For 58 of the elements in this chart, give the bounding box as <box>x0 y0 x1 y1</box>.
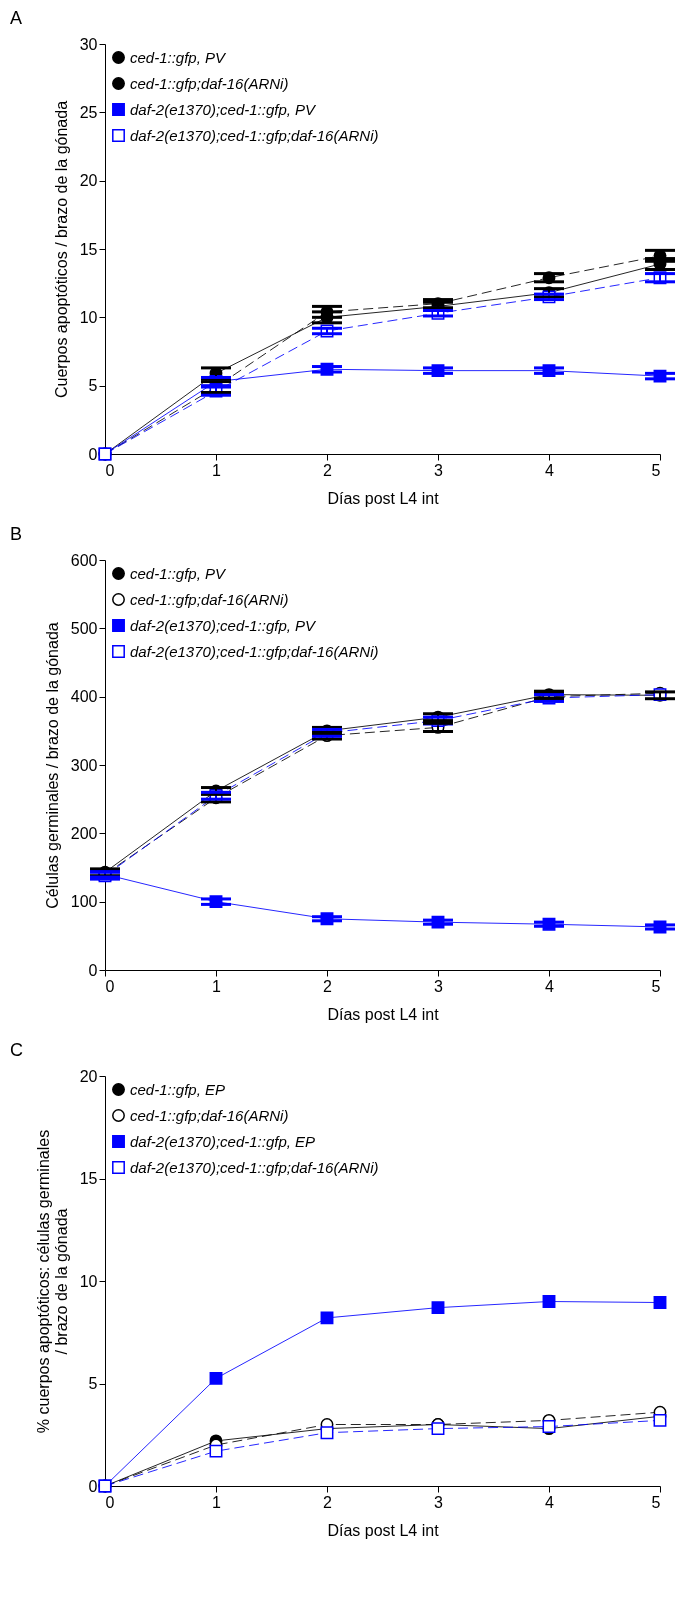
x-tick-label: 1 <box>212 1493 222 1511</box>
y-tick-label: 500 <box>70 619 98 637</box>
y-axis-title: Cuerpos apoptóticos / brazo de la gónada <box>52 100 70 399</box>
legend-label: daf-2(e1370);ced-1::gfp, PV <box>130 616 318 634</box>
x-tick-label: 3 <box>434 977 444 995</box>
y-tick-label: 300 <box>70 756 98 774</box>
x-axis-title: Días post L4 int <box>327 489 440 507</box>
x-tick-label: 0 <box>105 977 115 995</box>
y-tick-label: 0 <box>88 961 98 979</box>
y-tick-label: 0 <box>88 445 98 463</box>
x-tick-label: 2 <box>323 1493 333 1511</box>
chart-title: C <box>10 1040 23 1060</box>
x-tick-label: 3 <box>434 1493 444 1511</box>
y-tick-label: 15 <box>79 240 98 258</box>
x-tick-label: 1 <box>212 977 222 995</box>
x-tick-label: 2 <box>323 977 333 995</box>
y-tick-label: 5 <box>88 1375 98 1392</box>
y-tick-label: 10 <box>79 1272 98 1290</box>
y-axis-title: % cuerpos apoptóticos: células germinales / brazo de la gónada <box>34 1129 70 1434</box>
y-tick-label: 30 <box>79 35 98 53</box>
y-tick-label: 5 <box>88 377 98 395</box>
x-tick-label: 4 <box>545 1493 555 1511</box>
legend-label: daf-2(e1370);ced-1::gfp, EP <box>130 1132 316 1150</box>
y-tick-label: 400 <box>70 688 98 706</box>
chart-title: B <box>10 524 23 544</box>
x-tick-label: 0 <box>105 461 115 479</box>
y-tick-label: 20 <box>79 1067 98 1085</box>
y-tick-label: 0 <box>88 1477 98 1495</box>
y-tick-label: 25 <box>79 103 98 121</box>
legend-label: ced-1::gfp;daf-16(ARNi) <box>130 590 289 608</box>
x-tick-label: 2 <box>323 461 333 479</box>
legend-label: ced-1::gfp, PV <box>130 564 228 582</box>
x-tick-label: 3 <box>434 461 444 479</box>
x-tick-label: 0 <box>105 1493 115 1511</box>
y-axis-title: Células germinales / brazo de la gónada <box>43 622 61 909</box>
legend-label: ced-1::gfp, EP <box>130 1080 226 1098</box>
y-tick-label: 20 <box>79 172 98 190</box>
y-tick-label: 100 <box>70 893 98 911</box>
x-tick-label: 4 <box>545 977 555 995</box>
x-tick-label: 1 <box>212 461 222 479</box>
y-tick-label: 10 <box>79 308 98 326</box>
x-tick-label: 5 <box>651 1493 661 1511</box>
x-axis-title: Días post L4 int <box>327 1005 440 1023</box>
legend-label: daf-2(e1370);ced-1::gfp;daf-16(ARNi) <box>130 1158 379 1176</box>
x-tick-label: 5 <box>651 461 661 479</box>
y-tick-label: 200 <box>70 824 98 842</box>
legend-label: ced-1::gfp;daf-16(ARNi) <box>130 74 289 92</box>
legend-label: ced-1::gfp, PV <box>130 48 228 66</box>
legend-label: daf-2(e1370);ced-1::gfp;daf-16(ARNi) <box>130 126 379 144</box>
legend-label: daf-2(e1370);ced-1::gfp;daf-16(ARNi) <box>130 642 379 660</box>
legend-label: daf-2(e1370);ced-1::gfp, PV <box>130 100 318 118</box>
y-tick-label: 600 <box>70 551 98 569</box>
y-tick-label: 15 <box>79 1170 98 1187</box>
legend-label: ced-1::gfp;daf-16(ARNi) <box>130 1106 289 1124</box>
x-tick-label: 5 <box>651 977 661 995</box>
chart-title: A <box>10 8 23 28</box>
x-tick-label: 4 <box>545 461 555 479</box>
x-axis-title: Días post L4 int <box>327 1521 440 1539</box>
